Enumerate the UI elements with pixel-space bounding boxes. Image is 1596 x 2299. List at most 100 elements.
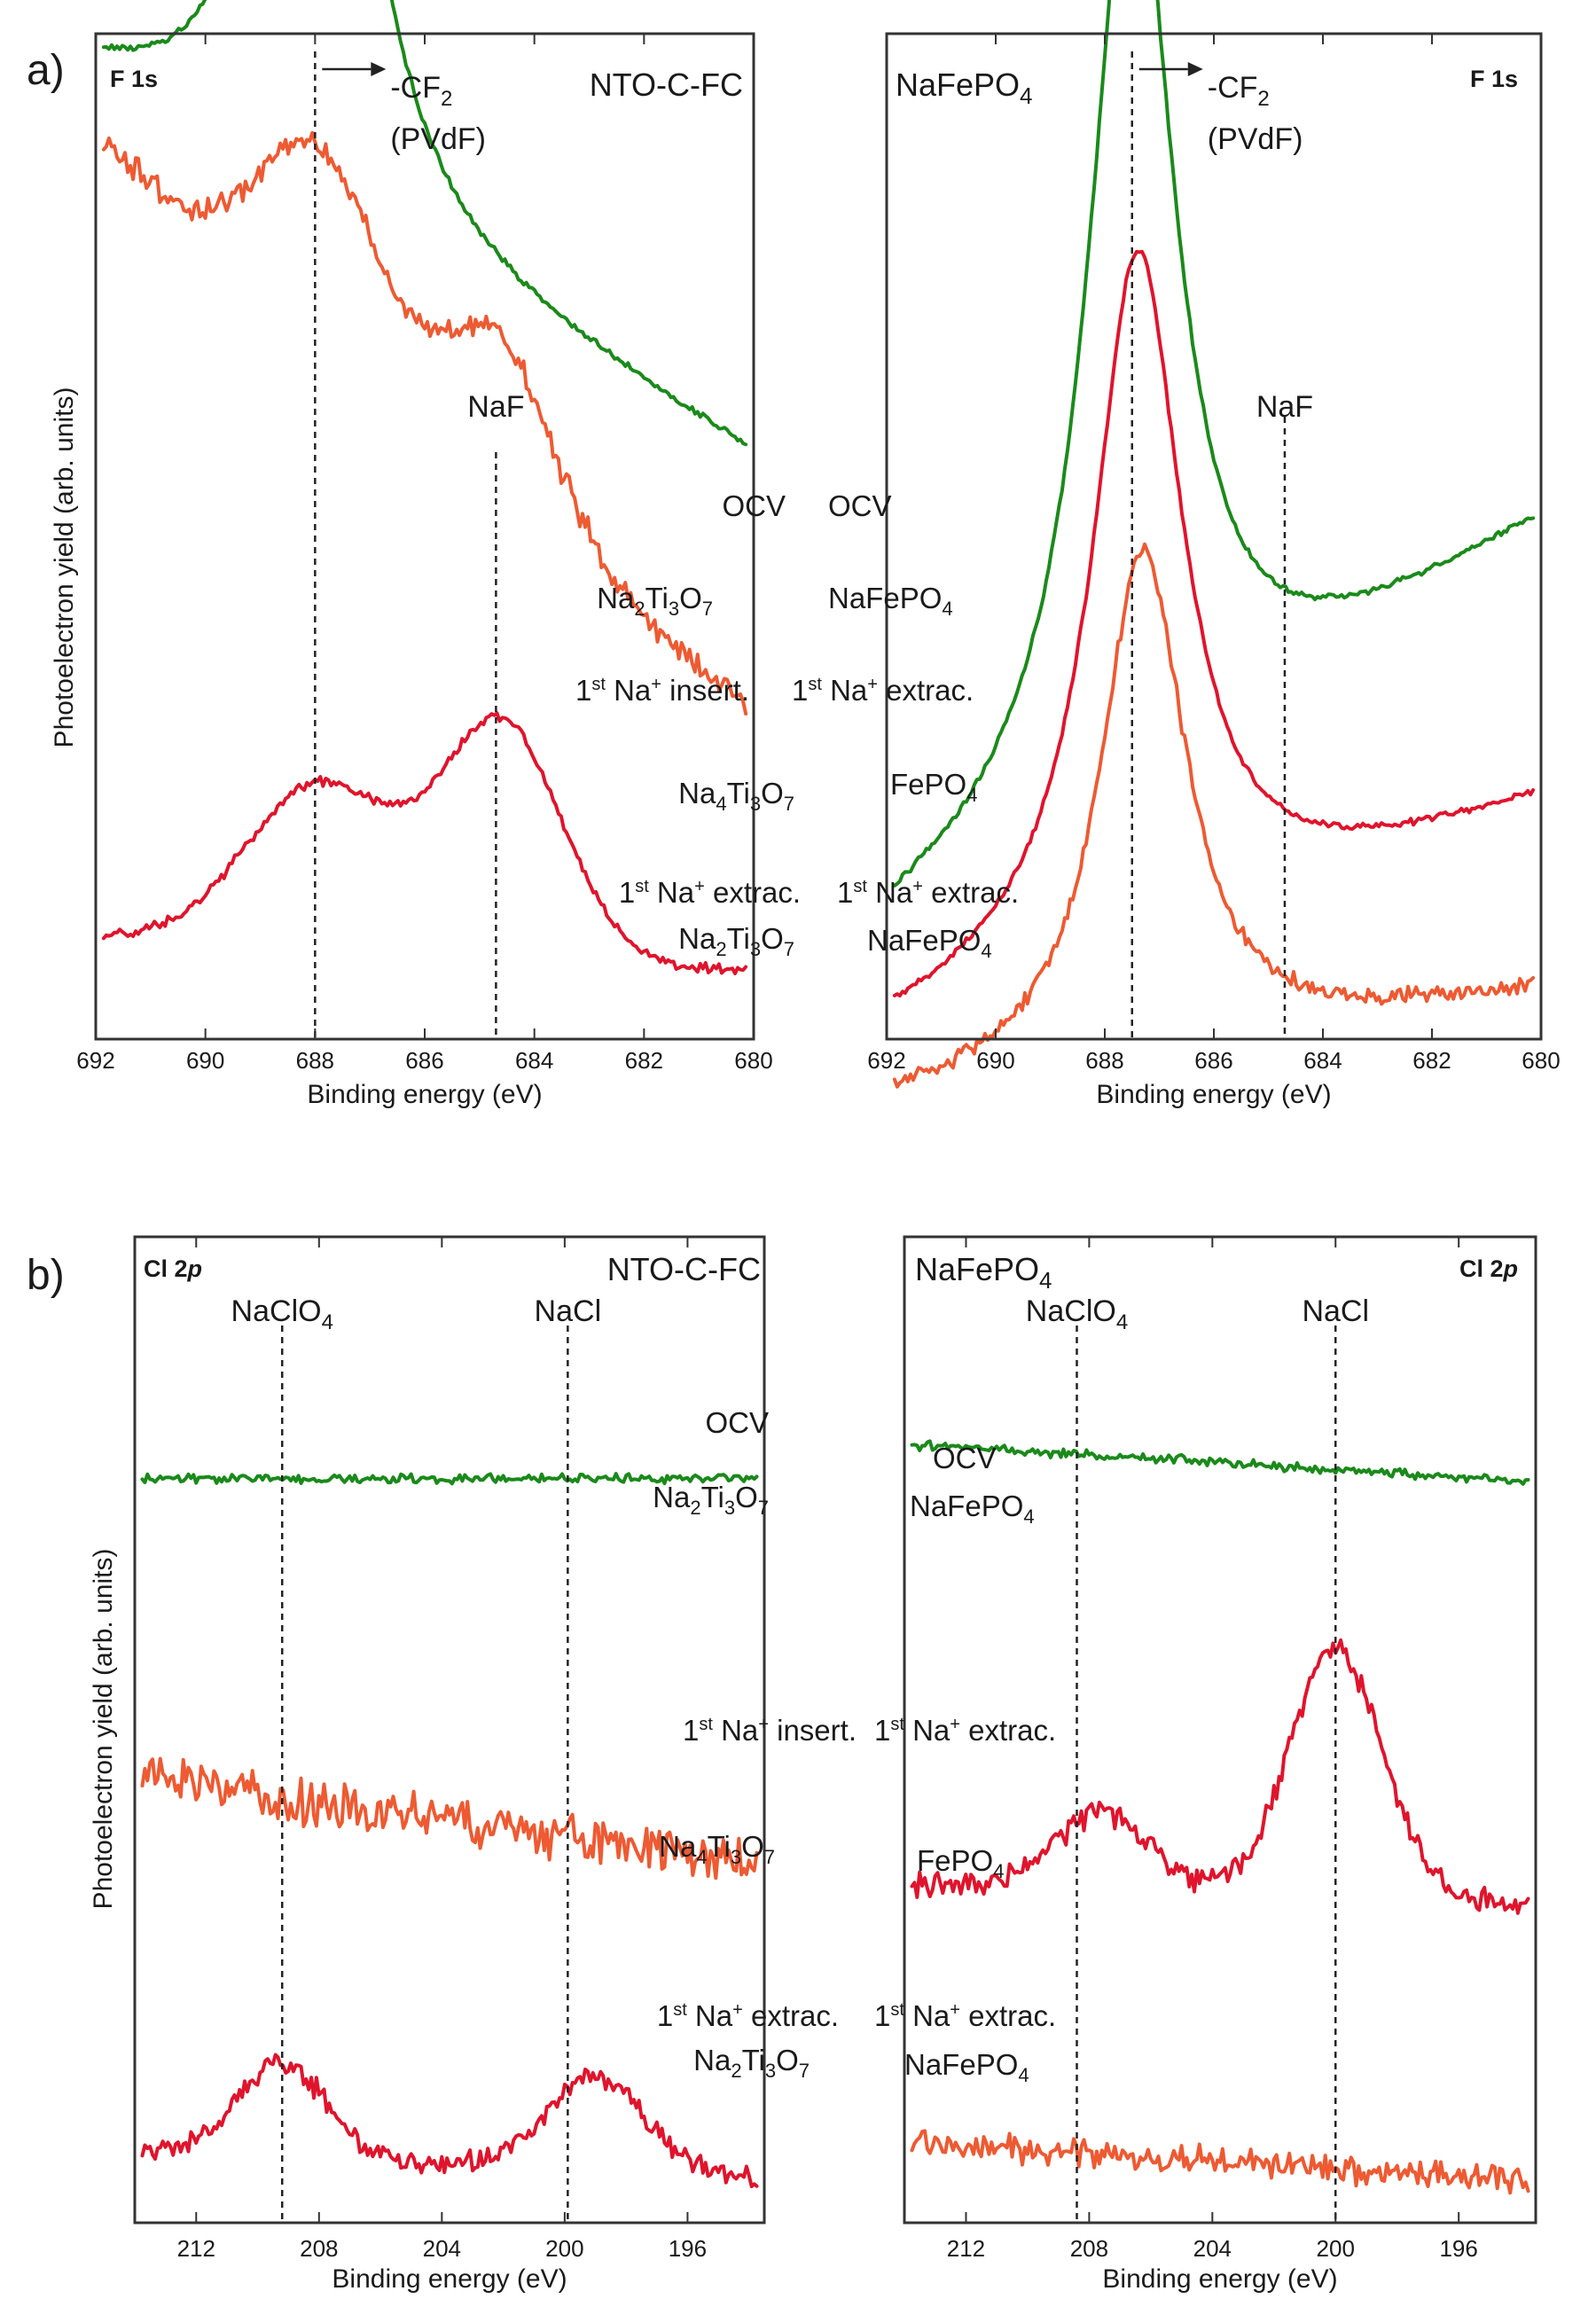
- cl2p-nafepo4-sample-title: NaFePO4: [915, 1251, 1052, 1294]
- state-label-1st-na-extrac: 1st Na+ extrac.: [657, 1999, 839, 2032]
- x-tick-label: 204: [423, 2235, 461, 2262]
- spectrum-na2ti3o7-0: [101, 0, 748, 447]
- f1s-nafepo4-state-labels: OCV NaFePO4 1st Na+ extrac. FePO4 1st Na…: [792, 489, 1019, 962]
- state-label-ocv: OCV: [722, 489, 786, 522]
- x-tick-label: 688: [296, 1047, 334, 1074]
- spectrum-na2ti3o7-0: [140, 1472, 759, 1486]
- peak-label-1: NaF: [467, 390, 524, 424]
- cl2p-nto-frame: [133, 1235, 766, 2225]
- f1s-nafepo4-sample-title: NaFePO4: [896, 66, 1033, 109]
- f1s-nto-peak-labels: -CF2 (PVdF) NaF: [322, 62, 525, 424]
- cl2p-nafepo4-peak-labels: NaClO4 NaCl: [1026, 1294, 1369, 1334]
- state-label-na2ti3o7: Na2Ti3O7: [597, 582, 713, 620]
- x-tick-label: 684: [515, 1047, 553, 1074]
- state-label-na2ti3o7: Na2Ti3O7: [653, 1481, 769, 1519]
- peak-label-0-line2: (PVdF): [390, 122, 486, 156]
- x-tick-label: 680: [734, 1047, 772, 1074]
- x-tick-label: 692: [76, 1047, 114, 1074]
- f1s-nto-state-labels: OCV Na2Ti3O7 1st Na+ insert. Na4Ti3O7 1s…: [575, 489, 801, 960]
- x-tick-label: 686: [405, 1047, 443, 1074]
- f1s-nafepo4-x-ticks: 692 690 688 686 684 682 680: [867, 34, 1561, 1074]
- x-tick-label: 692: [867, 1047, 905, 1074]
- state-label-na2ti3o7-extracted: Na2Ti3O7: [678, 922, 794, 960]
- state-label-ocv: OCV: [933, 1442, 997, 1474]
- state-label-na4ti3o7: Na4Ti3O7: [659, 1830, 775, 1868]
- spectrum-nafepo4-2: [892, 542, 1536, 1089]
- x-tick-label: 682: [1412, 1047, 1451, 1074]
- x-tick-label: 688: [1085, 1047, 1123, 1074]
- arrow-head-icon: [1187, 62, 1203, 76]
- cl2p-nafepo4-x-axis-label: Binding energy (eV): [1102, 2264, 1337, 2294]
- f1s-nto-x-axis-label: Binding energy (eV): [307, 1080, 542, 1109]
- spectrum-fepo4-1: [892, 249, 1536, 997]
- f1s-nto-core-level: F 1s: [110, 66, 158, 92]
- f1s-nto-sample-title: NTO-C-FC: [590, 66, 743, 103]
- x-tick-label: 200: [1317, 2235, 1355, 2262]
- cl2p-nto-sample-title: NTO-C-FC: [607, 1251, 761, 1287]
- cl2p-nto-peak-labels: NaClO4 NaCl: [231, 1294, 602, 1334]
- spectrum-nafepo4-0: [892, 0, 1536, 888]
- spectrum-fepo4-1: [910, 1638, 1530, 1915]
- f1s-nto-x-ticks: 692 690 688 686 684 682 680: [76, 34, 773, 1074]
- peak-label-0: NaClO4: [231, 1294, 333, 1334]
- peak-label-0: -CF2: [1208, 71, 1270, 111]
- x-tick-label: 684: [1303, 1047, 1342, 1074]
- x-tick-label: 204: [1193, 2235, 1232, 2262]
- x-tick-label: 690: [186, 1047, 224, 1074]
- panel-a-y-axis-label: Photoelectron yield (arb. units): [50, 387, 79, 748]
- spectrum-nafepo4-0: [910, 1439, 1530, 1486]
- x-tick-label: 686: [1194, 1047, 1232, 1074]
- panel-b-letter: b): [27, 1252, 65, 1299]
- cl2p-nafepo4-frame: [903, 1235, 1537, 2225]
- x-tick-label: 680: [1522, 1047, 1560, 1074]
- x-tick-label: 208: [300, 2235, 338, 2262]
- panel-a-letter: a): [27, 47, 65, 94]
- state-label-ocv: OCV: [705, 1406, 769, 1439]
- x-tick-label: 212: [947, 2235, 985, 2262]
- f1s-nafepo4-peak-labels: -CF2 (PVdF) NaF: [1138, 62, 1313, 424]
- f1s-nafepo4-x-axis-label: Binding energy (eV): [1096, 1080, 1331, 1109]
- cl2p-nto-spectra: [140, 1325, 759, 2223]
- f1s-nafepo4-core-level: F 1s: [1470, 66, 1518, 92]
- f1s-nto-spectra: [101, 0, 748, 1039]
- spectrum-na4ti3o7-1: [140, 1756, 759, 1881]
- spectrum-na4ti3o7-1: [101, 130, 748, 716]
- state-label-1st-na-insert: 1st Na+ insert.: [683, 1714, 857, 1747]
- spectrum-na2ti3o7-2: [140, 2053, 759, 2188]
- x-tick-label: 690: [976, 1047, 1014, 1074]
- f1s-nafepo4-chart: NaFePO4 F 1s -CF2(PVdF)NaF 692 690 688 686 6…: [792, 0, 1561, 1109]
- x-tick-label: 196: [1439, 2235, 1477, 2262]
- peak-label-0: -CF2: [390, 71, 452, 111]
- cl2p-nto-x-axis-label: Binding energy (eV): [332, 2264, 567, 2294]
- x-tick-label: 682: [625, 1047, 663, 1074]
- cl2p-nto-chart: Cl 2p NTO-C-FC NaClO4 NaCl 212 208 204 200 19…: [133, 1235, 857, 2294]
- peak-label-0: NaClO4: [1026, 1294, 1128, 1334]
- state-label-1st-na-extrac: 1st Na+ extrac.: [874, 1714, 1056, 1747]
- state-label-1st-na-insert: 1st Na+ insert.: [575, 674, 749, 707]
- cl2p-nafepo4-x-ticks: 212 208 204 200 196: [947, 1237, 1478, 2262]
- state-label-nafepo4: NaFePO4: [828, 582, 953, 620]
- state-label-nafepo4-extracted: NaFePO4: [867, 924, 992, 962]
- state-label-nafepo4-extracted: NaFePO4: [904, 2048, 1029, 2086]
- cl2p-nafepo4-core-level: Cl 2p: [1459, 1255, 1518, 1282]
- peak-label-1: NaCl: [1302, 1294, 1369, 1328]
- cl2p-nafepo4-spectra: [910, 1325, 1530, 2223]
- state-label-na4ti3o7: Na4Ti3O7: [678, 777, 794, 815]
- cl2p-nafepo4-state-labels: OCV NaFePO4 1st Na+ extrac. FePO4 1st Na…: [874, 1442, 1056, 2086]
- state-label-1st-na-extrac: 1st Na+ extrac.: [792, 674, 974, 707]
- spectrum-na2ti3o7-2: [101, 711, 748, 975]
- cl2p-nafepo4-chart: NaFePO4 Cl 2p NaClO4 NaCl 212 208 204 200 196…: [874, 1235, 1537, 2294]
- state-label-nafepo4: NaFePO4: [910, 1490, 1035, 1528]
- x-tick-label: 208: [1070, 2235, 1108, 2262]
- f1s-nafepo4-spectra: [892, 0, 1536, 1089]
- peak-label-1: NaCl: [535, 1294, 602, 1328]
- state-label-fepo4: FePO4: [917, 1844, 1004, 1882]
- state-label-1st-na-extrac-2: 1st Na+ extrac.: [837, 876, 1019, 909]
- state-label-fepo4: FePO4: [890, 768, 977, 806]
- x-tick-label: 200: [545, 2235, 583, 2262]
- cl2p-nto-core-level: Cl 2p: [144, 1255, 202, 1282]
- spectrum-nafepo4-2: [910, 2129, 1530, 2195]
- panel-b-y-axis-label: Photoelectron yield (arb. units): [89, 1549, 118, 1910]
- state-label-ocv: OCV: [828, 489, 892, 522]
